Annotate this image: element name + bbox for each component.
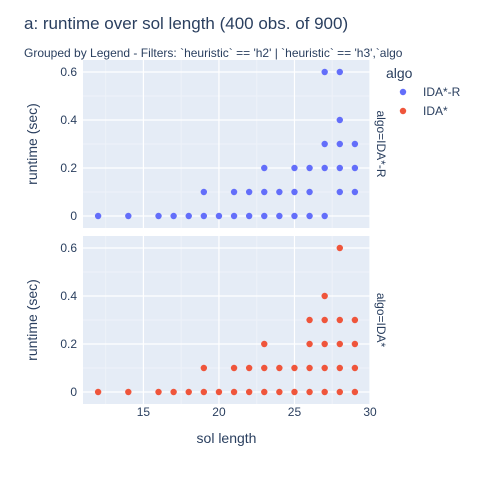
data-point	[306, 212, 313, 220]
y-tick-label: 0	[70, 209, 77, 223]
data-point	[351, 316, 359, 324]
data-point	[185, 388, 192, 396]
data-point	[291, 212, 298, 220]
x-axis-label: sol length	[197, 430, 257, 446]
data-point	[125, 388, 132, 396]
data-point	[261, 164, 268, 172]
data-point	[261, 388, 268, 396]
data-point	[291, 388, 298, 396]
data-point	[261, 188, 268, 196]
legend-title: algo	[386, 65, 413, 81]
data-point	[230, 212, 238, 220]
data-point	[306, 340, 313, 348]
data-point	[200, 364, 208, 372]
data-point	[245, 212, 253, 220]
data-point	[306, 364, 313, 372]
data-point	[336, 164, 343, 172]
data-point	[336, 364, 343, 372]
y-tick-label: 0.2	[60, 337, 77, 351]
data-point	[170, 212, 177, 220]
data-point	[321, 388, 328, 396]
data-point	[306, 316, 313, 324]
y-tick-label: 0.6	[60, 241, 77, 255]
data-point	[336, 140, 343, 148]
data-point	[321, 164, 328, 172]
data-point	[215, 212, 223, 220]
data-point	[291, 364, 298, 372]
data-point	[94, 388, 102, 396]
data-point	[336, 388, 343, 396]
data-point	[351, 364, 359, 372]
data-point	[276, 188, 283, 196]
y-tick-label: 0.2	[60, 161, 77, 175]
legend-marker-1	[399, 88, 407, 96]
data-point	[321, 364, 328, 372]
y-tick-label: 0.4	[60, 113, 77, 127]
data-point	[155, 388, 162, 396]
data-point	[261, 364, 268, 372]
data-point	[321, 140, 328, 148]
data-point	[336, 188, 343, 196]
y-axis-label: runtime (sec)	[24, 279, 40, 361]
data-point	[215, 388, 223, 396]
x-tick-label: 25	[288, 405, 302, 419]
data-point	[261, 340, 268, 348]
data-point	[276, 388, 283, 396]
data-point	[321, 340, 328, 348]
chart-subtitle: Grouped by Legend - Filters: `heuristic`…	[24, 46, 403, 60]
data-point	[336, 68, 343, 76]
data-point	[321, 316, 328, 324]
legend-label-2: IDA*	[423, 104, 448, 118]
data-point	[351, 164, 359, 172]
data-point	[245, 388, 253, 396]
data-point	[321, 212, 328, 220]
chart-title: a: runtime over sol length (400 obs. of …	[24, 14, 348, 33]
data-point	[321, 68, 328, 76]
y-tick-label: 0	[70, 385, 77, 399]
data-point	[351, 140, 359, 148]
x-tick-label: 20	[212, 405, 226, 419]
data-point	[245, 364, 253, 372]
y-tick-label: 0.4	[60, 289, 77, 303]
data-point	[261, 212, 268, 220]
data-point	[336, 116, 343, 124]
data-point	[230, 364, 238, 372]
data-point	[351, 340, 359, 348]
data-point	[170, 388, 177, 396]
data-point	[321, 292, 328, 300]
data-point	[306, 388, 313, 396]
facet-label: algo=IDA*-R	[374, 110, 388, 177]
x-tick-label: 15	[137, 405, 151, 419]
data-point	[291, 188, 298, 196]
data-point	[185, 212, 192, 220]
data-point	[291, 164, 298, 172]
data-point	[306, 188, 313, 196]
data-point	[276, 364, 283, 372]
x-tick-label: 30	[363, 405, 377, 419]
data-point	[200, 188, 208, 196]
data-point	[245, 188, 253, 196]
data-point	[230, 388, 238, 396]
data-point	[200, 212, 208, 220]
legend-label-1: IDA*-R	[423, 85, 461, 99]
data-point	[230, 188, 238, 196]
data-point	[351, 188, 359, 196]
y-tick-label: 0.6	[60, 65, 77, 79]
data-point	[306, 164, 313, 172]
y-axis-label: runtime (sec)	[24, 103, 40, 185]
data-point	[336, 340, 343, 348]
legend-marker-2	[399, 107, 407, 115]
data-point	[200, 388, 208, 396]
data-point	[155, 212, 162, 220]
data-point	[125, 212, 132, 220]
facet-label: algo=IDA*	[374, 293, 388, 348]
data-point	[94, 212, 102, 220]
data-point	[276, 212, 283, 220]
data-point	[336, 244, 343, 252]
data-point	[351, 388, 359, 396]
data-point	[336, 316, 343, 324]
